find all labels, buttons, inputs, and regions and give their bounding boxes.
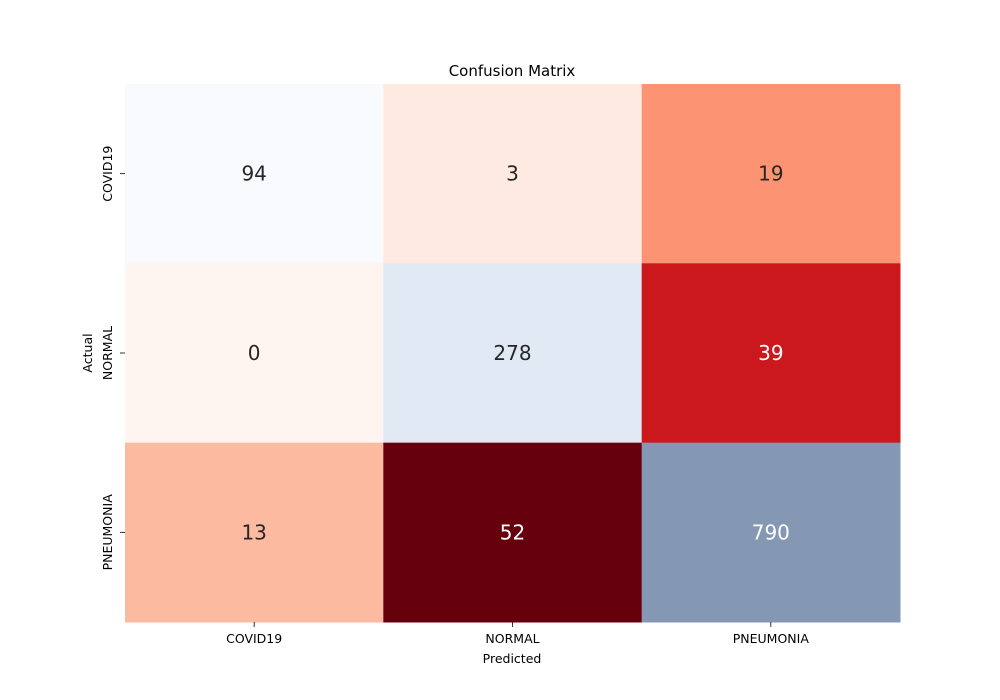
heatmap-cells: 94 3 19 0 278 39 13 52 790: [125, 84, 901, 623]
y-tick-label: NORMAL: [100, 326, 115, 380]
cell-value-label: 278: [493, 341, 531, 365]
y-axis-ticks: COVID19 NORMAL PNEUMONIA: [100, 146, 125, 571]
x-tick-label: PNEUMONIA: [733, 631, 810, 646]
heatmap-cell: [641, 84, 901, 264]
heatmap-cell: [383, 84, 643, 264]
heatmap-cell: [125, 263, 384, 444]
heatmap-cell: [383, 263, 643, 444]
cell-value-label: 19: [758, 162, 783, 186]
cell-value-label: 94: [241, 162, 266, 186]
cell-value-label: 3: [506, 162, 519, 186]
y-axis-label: Actual: [80, 333, 95, 372]
x-axis-ticks: COVID19 NORMAL PNEUMONIA: [226, 622, 809, 646]
chart-title: Confusion Matrix: [449, 62, 576, 80]
heatmap-cell: [641, 263, 901, 444]
x-tick-label: COVID19: [226, 631, 282, 646]
cell-value-label: 0: [248, 341, 261, 365]
cell-value-label: 13: [241, 520, 266, 544]
y-tick-label: COVID19: [100, 146, 115, 202]
y-tick-label: PNEUMONIA: [100, 494, 115, 571]
cell-value-label: 790: [752, 520, 790, 544]
cell-value-label: 39: [758, 341, 783, 365]
heatmap-cell: [641, 442, 901, 623]
heatmap-cell: [125, 442, 384, 623]
x-axis-label: Predicted: [483, 651, 542, 666]
heatmap-cell: [125, 84, 384, 264]
x-tick-label: NORMAL: [485, 631, 539, 646]
heatmap-cell: [383, 442, 643, 623]
cell-value-label: 52: [500, 520, 525, 544]
